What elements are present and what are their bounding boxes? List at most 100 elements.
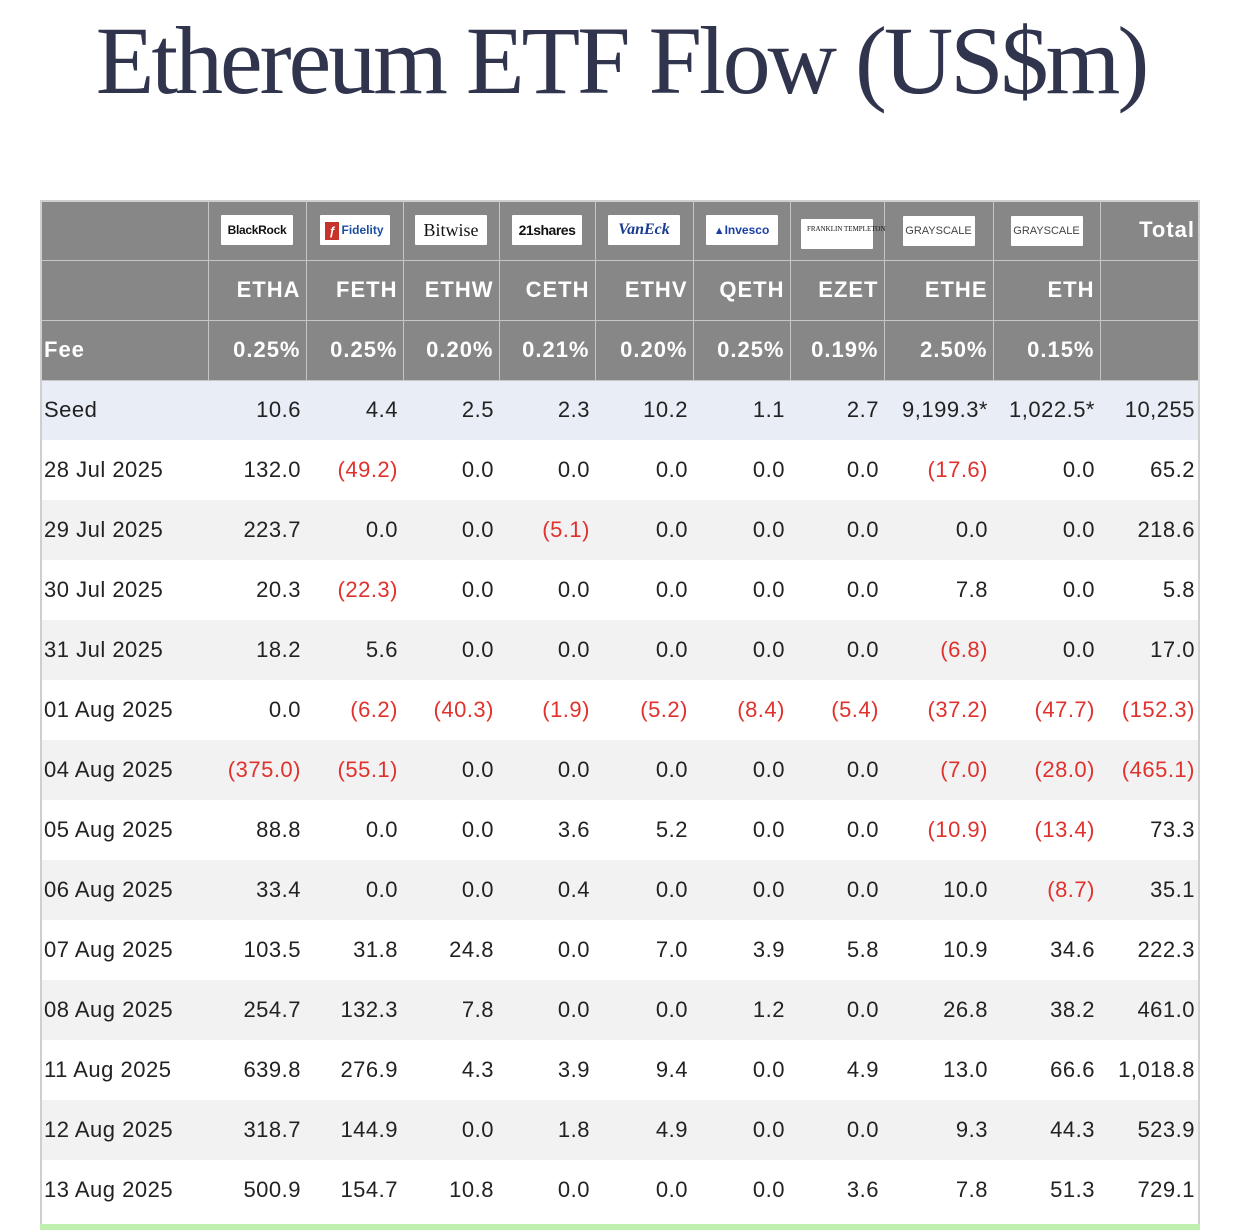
row-label: Seed [40, 380, 208, 440]
flow-cell: 0.0 [403, 620, 499, 680]
flow-cell: 0.0 [499, 560, 595, 620]
flow-cell: 318.7 [208, 1100, 306, 1160]
ticker-ethv: ETHV [595, 260, 694, 321]
flow-cell: 88.8 [208, 800, 306, 860]
flow-cell: 0.0 [306, 860, 403, 920]
total-cell: 729.1 [1100, 1160, 1200, 1220]
header-corner [40, 200, 209, 261]
flow-cell: 0.0 [595, 980, 693, 1040]
flow-cell: 0.0 [790, 980, 884, 1040]
fee-cell: 0.19% [790, 320, 885, 381]
table-row: 07 Aug 2025 103.5 31.8 24.8 0.0 7.0 3.9 5.8 10.9… [40, 920, 1200, 980]
flow-cell: 0.0 [790, 800, 884, 860]
flow-cell: 500.9 [208, 1160, 306, 1220]
flow-cell: (6.8) [884, 620, 993, 680]
ticker-ethw: ETHW [403, 260, 500, 321]
total-cell: 222.3 [1100, 920, 1200, 980]
row-label: 12 Aug 2025 [40, 1100, 208, 1160]
total-cell: 523.9 [1100, 1100, 1200, 1160]
flow-cell: 44.3 [993, 1100, 1100, 1160]
ticker-total-empty [1100, 260, 1200, 321]
table-row: 12 Aug 2025 318.7 144.9 0.0 1.8 4.9 0.0 0.0 9.3 4… [40, 1100, 1200, 1160]
flow-cell: 0.0 [595, 740, 693, 800]
row-label: 31 Jul 2025 [40, 620, 208, 680]
total-cell: 5.8 [1100, 560, 1200, 620]
flow-cell: 0.0 [993, 620, 1100, 680]
total-cell: 65.2 [1100, 440, 1200, 500]
table-row: 11 Aug 2025 639.8 276.9 4.3 3.9 9.4 0.0 4.9 13.0… [40, 1040, 1200, 1100]
flow-cell: 3.9 [499, 1040, 595, 1100]
flow-cell: 10.2 [595, 380, 693, 440]
flow-cell: 0.0 [403, 860, 499, 920]
flow-cell: (49.2) [306, 440, 403, 500]
invesco-mountain-icon: ▲ [713, 225, 725, 238]
flow-cell: (5.4) [790, 680, 884, 740]
flow-cell: 33.4 [208, 860, 306, 920]
flow-cell: (8.7) [993, 860, 1100, 920]
table-row: 04 Aug 2025 (375.0) (55.1) 0.0 0.0 0.0 0.0 0.0(… [40, 740, 1200, 800]
flow-cell: 26.8 [884, 980, 993, 1040]
total-cell: 218.6 [1100, 500, 1200, 560]
flow-cell: 0.0 [403, 500, 499, 560]
flow-cell: 0.0 [499, 980, 595, 1040]
fidelity-mark-icon: ƒ [325, 222, 340, 241]
flow-cell: 5.2 [595, 800, 693, 860]
flow-cell: 3.6 [790, 1160, 884, 1220]
table-row: 28 Jul 2025 132.0 (49.2) 0.0 0.0 0.0 0.0 0.0 (17… [40, 440, 1200, 500]
flow-cell: 0.0 [403, 560, 499, 620]
flow-cell: 0.0 [790, 440, 884, 500]
ticker-eth: ETH [993, 260, 1101, 321]
fee-cell: 0.25% [306, 320, 404, 381]
flow-cell: 0.0 [790, 560, 884, 620]
flow-cell: 0.0 [693, 740, 790, 800]
table-row: 05 Aug 2025 88.8 0.0 0.0 3.6 5.2 0.0 0.0 (10.9)(… [40, 800, 1200, 860]
flow-cell: 154.7 [306, 1160, 403, 1220]
flow-cell: 13.0 [884, 1040, 993, 1100]
flow-cell: 24.8 [403, 920, 499, 980]
ticker-feth: FETH [306, 260, 404, 321]
flow-cell: 2.5 [403, 380, 499, 440]
franklin-templeton-logo: FRANKLIN TEMPLETON [801, 218, 886, 249]
total-row-top-edge [40, 1224, 1200, 1230]
flow-cell: 34.6 [993, 920, 1100, 980]
row-label: 28 Jul 2025 [40, 440, 208, 500]
row-label: 08 Aug 2025 [40, 980, 208, 1040]
flow-cell: 0.0 [693, 800, 790, 860]
total-cell: (152.3) [1100, 680, 1200, 740]
flow-cell: 0.0 [595, 620, 693, 680]
flow-cell: (375.0) [208, 740, 306, 800]
ticker-ethe: ETHE [884, 260, 994, 321]
issuer-cell: FRANKLIN TEMPLETON [790, 200, 886, 261]
issuer-cell: 21shares [499, 200, 596, 261]
fee-cell: 0.15% [993, 320, 1101, 381]
table-row: 08 Aug 2025 254.7 132.3 7.8 0.0 0.0 1.2 0.0 26.8… [40, 980, 1200, 1040]
fee-cell: 0.20% [595, 320, 694, 381]
fee-label: Fee [40, 320, 209, 381]
flow-cell: 0.0 [499, 620, 595, 680]
fee-cell: 2.50% [884, 320, 994, 381]
flow-cell: 0.0 [693, 620, 790, 680]
total-cell: 35.1 [1100, 860, 1200, 920]
flow-cell: (6.2) [306, 680, 403, 740]
flow-cell: 0.0 [993, 500, 1100, 560]
total-cell: (465.1) [1100, 740, 1200, 800]
total-cell: 1,018.8 [1100, 1040, 1200, 1100]
flow-cell: 0.0 [595, 440, 693, 500]
row-label: 07 Aug 2025 [40, 920, 208, 980]
flow-cell: 0.0 [595, 1160, 693, 1220]
total-cell: 461.0 [1100, 980, 1200, 1040]
flow-cell: 0.0 [993, 440, 1100, 500]
page-title: Ethereum ETF Flow (US$m) [95, 7, 1150, 114]
total-cell: 17.0 [1100, 620, 1200, 680]
flow-cell: 0.0 [693, 560, 790, 620]
flow-cell: (17.6) [884, 440, 993, 500]
flow-cell: 639.8 [208, 1040, 306, 1100]
flow-cell: 0.0 [993, 560, 1100, 620]
franklin-templeton-logo-text: FRANKLIN TEMPLETON [807, 224, 886, 233]
table-row: 29 Jul 2025 223.7 0.0 0.0 (5.1) 0.0 0.0 0.0 0.0 0… [40, 500, 1200, 560]
flow-cell: 2.3 [499, 380, 595, 440]
flow-cell: 9.4 [595, 1040, 693, 1100]
flow-cell: 10.8 [403, 1160, 499, 1220]
flow-cell: 0.0 [499, 740, 595, 800]
flow-cell: 0.0 [693, 860, 790, 920]
